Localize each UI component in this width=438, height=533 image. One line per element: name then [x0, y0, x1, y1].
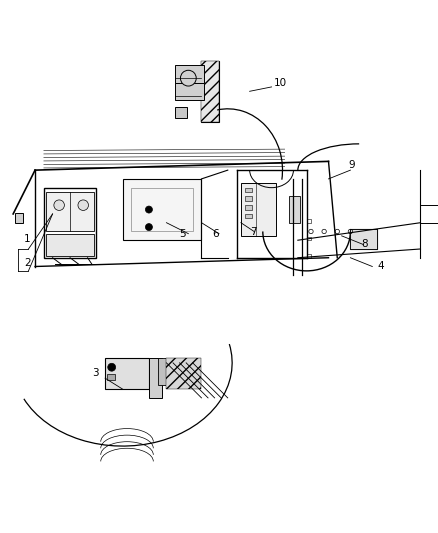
Bar — [201, 61, 219, 122]
Circle shape — [54, 200, 64, 211]
Bar — [15, 213, 23, 223]
Circle shape — [180, 70, 196, 86]
Bar — [175, 65, 204, 83]
Bar — [166, 359, 201, 389]
Bar — [149, 359, 162, 398]
Bar — [241, 183, 276, 236]
Bar — [123, 179, 201, 240]
Bar — [107, 374, 115, 381]
Bar — [175, 107, 187, 118]
Text: 10: 10 — [274, 78, 287, 88]
Text: 9: 9 — [348, 160, 355, 170]
Text: 7: 7 — [250, 227, 256, 237]
Bar — [307, 219, 311, 223]
Circle shape — [108, 364, 116, 371]
Bar — [131, 188, 193, 231]
Circle shape — [145, 206, 152, 213]
Bar — [175, 83, 204, 100]
Bar — [350, 229, 377, 249]
Bar — [307, 237, 311, 240]
Bar — [289, 197, 300, 223]
Text: 5: 5 — [180, 229, 186, 239]
Text: 6: 6 — [212, 229, 219, 239]
Text: 4: 4 — [378, 261, 384, 271]
Text: 2: 2 — [24, 259, 31, 269]
Bar — [201, 61, 219, 122]
Bar — [245, 197, 252, 201]
Bar — [307, 254, 311, 258]
Text: 3: 3 — [92, 368, 99, 378]
Bar — [46, 233, 94, 255]
Bar — [350, 229, 377, 249]
Bar — [245, 205, 252, 209]
Circle shape — [145, 223, 152, 231]
Bar — [46, 192, 94, 231]
Text: 1: 1 — [24, 235, 31, 245]
Bar — [105, 359, 149, 389]
Circle shape — [78, 200, 88, 211]
Bar — [158, 359, 166, 385]
Bar — [44, 188, 96, 258]
Text: 8: 8 — [361, 239, 368, 249]
Bar — [245, 214, 252, 219]
Bar — [245, 188, 252, 192]
